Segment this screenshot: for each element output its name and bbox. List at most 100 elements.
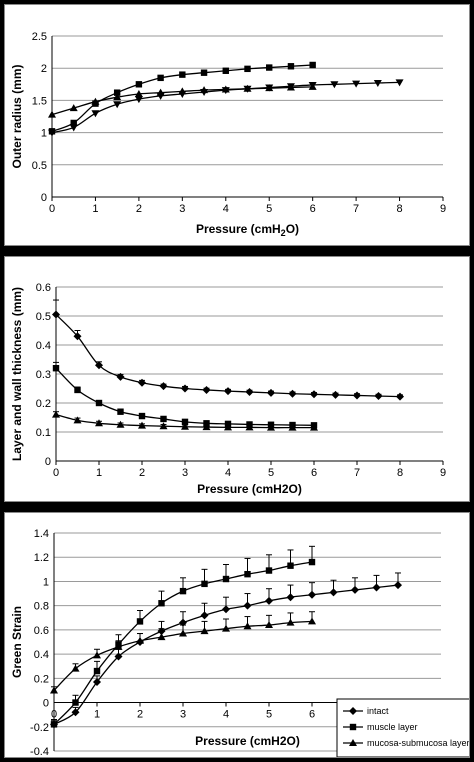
legend-box xyxy=(336,698,469,757)
data-point xyxy=(244,65,251,73)
x-axis-label-subscript: 2 xyxy=(281,228,286,238)
data-point xyxy=(202,385,211,394)
data-point xyxy=(265,567,273,574)
series-triangle-up xyxy=(52,410,318,431)
data-point xyxy=(136,636,144,644)
data-point xyxy=(222,605,230,614)
y-tick-label: -0.4 xyxy=(30,746,49,757)
x-axis-label: Pressure (cmH2O) xyxy=(195,734,300,748)
data-point xyxy=(114,652,123,661)
data-point xyxy=(181,384,189,393)
x-tick-label: 2 xyxy=(139,467,145,479)
data-point xyxy=(52,310,60,319)
data-point xyxy=(113,93,122,101)
series-line xyxy=(55,367,315,426)
data-point xyxy=(200,627,209,635)
x-tick-label: 7 xyxy=(354,467,360,479)
x-tick-label: 8 xyxy=(396,203,402,215)
y-tick-label: 0 xyxy=(45,456,51,468)
data-point xyxy=(160,415,167,423)
data-point xyxy=(244,570,251,578)
series-triangle-down xyxy=(48,79,404,137)
data-point xyxy=(73,332,82,341)
y-tick-label: 0 xyxy=(41,192,47,204)
data-point xyxy=(267,388,275,397)
y-tick-label: 1.4 xyxy=(34,528,49,540)
data-point xyxy=(95,399,103,407)
data-point xyxy=(91,110,100,118)
x-tick-label: 6 xyxy=(310,203,316,215)
data-point xyxy=(138,378,146,387)
data-point xyxy=(71,708,80,717)
data-point xyxy=(309,61,316,69)
series-diamond xyxy=(52,299,404,401)
data-point xyxy=(95,361,103,370)
data-point xyxy=(221,87,230,95)
x-tick-label: 1 xyxy=(96,467,102,479)
data-point xyxy=(117,408,124,415)
data-point xyxy=(158,600,165,607)
data-point xyxy=(113,89,121,96)
x-axis-label: Pressure (cmH2O) xyxy=(196,222,299,238)
panel-green-strain: -0.4-0.200.20.40.60.811.21.40123456789Gr… xyxy=(4,512,470,758)
data-point xyxy=(394,581,402,590)
x-axis-label-part: O) xyxy=(286,222,299,236)
data-point xyxy=(310,423,318,431)
series-square xyxy=(52,361,318,429)
data-point xyxy=(243,85,252,93)
y-tick-label: 0.2 xyxy=(34,673,49,685)
x-tick-label: 7 xyxy=(353,203,359,215)
x-tick-label: 5 xyxy=(266,203,272,215)
data-point xyxy=(159,422,168,430)
data-point xyxy=(287,63,295,70)
data-point xyxy=(93,651,101,659)
data-point xyxy=(48,110,56,118)
x-tick-label: 3 xyxy=(182,467,188,479)
data-point xyxy=(288,423,297,431)
data-point xyxy=(308,558,316,566)
data-point xyxy=(69,104,78,112)
legend-marker-square xyxy=(349,723,357,731)
x-tick-label: 4 xyxy=(225,467,231,479)
y-tick-label: 0.2 xyxy=(36,398,51,410)
x-tick-label: 9 xyxy=(440,203,446,215)
legend-label: muscle layer xyxy=(367,722,418,732)
data-point xyxy=(222,67,229,74)
data-point xyxy=(48,129,56,137)
x-tick-label: 0 xyxy=(51,709,57,721)
legend-label: mucosa-submucosa layer xyxy=(367,738,469,748)
data-point xyxy=(179,629,187,637)
y-tick-label: 0.8 xyxy=(34,601,49,613)
data-point xyxy=(372,583,381,592)
data-point xyxy=(157,633,166,641)
data-point xyxy=(329,588,338,597)
x-tick-label: 4 xyxy=(223,709,229,721)
x-axis-label: Pressure (cmH2O) xyxy=(197,482,302,496)
data-point xyxy=(157,74,164,82)
data-point xyxy=(286,593,295,602)
y-tick-label: 0.6 xyxy=(34,625,49,637)
data-point xyxy=(50,686,58,694)
data-point xyxy=(93,677,101,686)
y-axis-label: Layer and wall thickness (mm) xyxy=(10,287,24,461)
data-point xyxy=(72,699,79,706)
y-tick-label: 1 xyxy=(41,128,47,140)
x-tick-label: 1 xyxy=(92,203,98,215)
x-tick-label: 3 xyxy=(179,203,185,215)
data-point xyxy=(265,621,273,629)
data-point xyxy=(179,71,186,78)
x-tick-label: 0 xyxy=(49,203,55,215)
data-point xyxy=(179,587,187,595)
x-tick-label: 6 xyxy=(311,467,317,479)
x-tick-label: 8 xyxy=(397,467,403,479)
data-point xyxy=(93,667,101,675)
data-point xyxy=(286,83,295,91)
data-point xyxy=(287,562,294,569)
x-tick-label: 1 xyxy=(94,709,100,721)
data-point xyxy=(159,382,168,391)
data-point xyxy=(50,721,58,728)
data-point xyxy=(353,391,361,400)
data-point xyxy=(374,392,383,401)
data-point xyxy=(222,575,230,583)
x-axis-label-part: Pressure (cmH xyxy=(196,222,281,236)
